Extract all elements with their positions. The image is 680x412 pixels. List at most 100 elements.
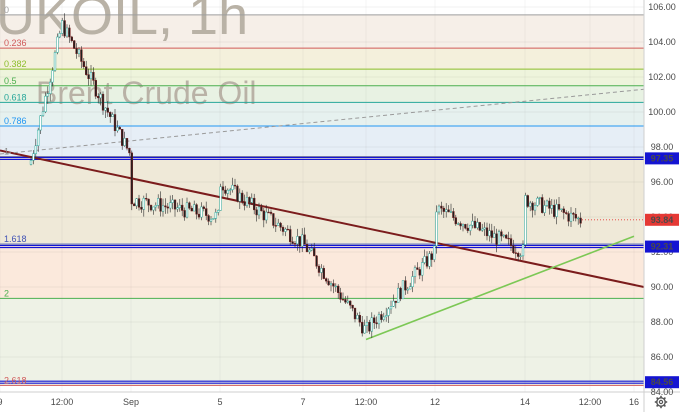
- candle-body: [128, 147, 131, 154]
- candle-body: [541, 197, 544, 213]
- candle-body: [245, 197, 249, 206]
- candle-body: [308, 249, 311, 253]
- candle-body: [238, 192, 241, 202]
- candle-body: [356, 315, 359, 320]
- candle-body: [291, 241, 294, 244]
- candle-body: [329, 283, 333, 286]
- candle-body: [533, 205, 537, 211]
- candle-body: [562, 208, 565, 213]
- candle-body: [277, 222, 280, 226]
- candle-body: [529, 202, 532, 207]
- candle-body: [51, 70, 54, 83]
- candle-body: [317, 265, 321, 273]
- candle-body: [452, 211, 455, 218]
- candle-body: [224, 189, 227, 194]
- candle-body: [471, 220, 474, 226]
- candle-body: [538, 197, 541, 199]
- candle-body: [104, 107, 107, 111]
- fib-level-label: 0.5: [4, 76, 17, 86]
- fib-band: [0, 48, 644, 70]
- candle-body: [248, 197, 251, 203]
- horizontal-lines: [0, 156, 644, 384]
- candle-body: [190, 207, 193, 212]
- candle-body: [524, 195, 527, 245]
- fib-level-label: 1.618: [4, 234, 27, 244]
- candle-body: [545, 200, 549, 206]
- candle-body: [526, 195, 529, 207]
- candle-body: [459, 223, 462, 227]
- candle-body: [154, 205, 157, 208]
- candle-body: [53, 52, 57, 71]
- watermark-symbol: UKOIL, 1h: [0, 0, 248, 46]
- candle-body: [409, 286, 412, 290]
- candle-body: [61, 20, 64, 34]
- candle-body: [229, 189, 232, 191]
- settings-gear-icon[interactable]: [654, 395, 668, 409]
- trend-line: [0, 149, 644, 288]
- candle-body: [118, 127, 121, 130]
- candle-body: [39, 115, 42, 131]
- candle-body: [219, 186, 222, 211]
- candle-body: [310, 248, 313, 251]
- y-tick-label: 96.00: [651, 177, 674, 187]
- trend-lines: [0, 88, 644, 341]
- candle-body: [111, 114, 114, 117]
- grid: [0, 0, 644, 393]
- fib-level-label: 0.382: [4, 59, 27, 69]
- candle-body: [437, 205, 441, 213]
- fib-band: [0, 14, 644, 49]
- candle-body: [231, 184, 234, 190]
- candle-body: [574, 214, 577, 219]
- fib-level-label: 1: [4, 147, 9, 157]
- price-badge-label: 92.31: [651, 242, 674, 252]
- fib-level-label: 2.618: [4, 375, 27, 385]
- fib-level-label: 0.786: [4, 116, 27, 126]
- candle-body: [389, 306, 393, 310]
- candle-body: [423, 256, 426, 263]
- candle-body: [560, 208, 563, 210]
- candle-body: [101, 93, 105, 111]
- fib-band: [0, 126, 644, 157]
- candle-body: [274, 225, 277, 227]
- price-badge-label: 97.35: [651, 153, 674, 163]
- y-tick-label: 90.00: [651, 282, 674, 292]
- candle-body: [425, 256, 429, 267]
- candle-body: [392, 300, 395, 307]
- candle-body: [166, 206, 169, 209]
- candle-body: [92, 72, 95, 81]
- candle-body: [577, 217, 580, 220]
- candles: [29, 13, 582, 338]
- candle-body: [250, 197, 253, 203]
- candle-body: [85, 66, 88, 75]
- candle-body: [495, 233, 498, 245]
- candle-body: [490, 230, 493, 238]
- candle-body: [397, 287, 400, 303]
- candle-body: [29, 160, 33, 165]
- y-tick-label: 106.00: [648, 2, 676, 12]
- x-tick-label: 7: [300, 397, 305, 407]
- candle-body: [555, 204, 558, 217]
- fib-band: [0, 156, 644, 245]
- candle-body: [267, 211, 270, 214]
- candle-body: [433, 245, 436, 260]
- candle-body: [217, 210, 220, 213]
- candle-body: [349, 300, 352, 306]
- y-tick-label: 84.00: [651, 387, 674, 397]
- candle-body: [181, 204, 184, 211]
- candle-body: [521, 244, 525, 257]
- candle-body: [394, 300, 397, 303]
- candle-body: [399, 287, 402, 300]
- candle-body: [197, 213, 201, 218]
- candle-body: [461, 224, 465, 227]
- candle-body: [195, 204, 198, 215]
- candle-body: [200, 206, 203, 218]
- watermark-name: Brent Crude Oil: [36, 75, 257, 111]
- candle-body: [149, 204, 153, 211]
- candle-body: [572, 212, 575, 215]
- candle-body: [34, 145, 37, 154]
- candle-body: [440, 205, 443, 209]
- candle-body: [133, 203, 136, 207]
- candle-body: [106, 107, 109, 113]
- candle-body: [346, 300, 349, 303]
